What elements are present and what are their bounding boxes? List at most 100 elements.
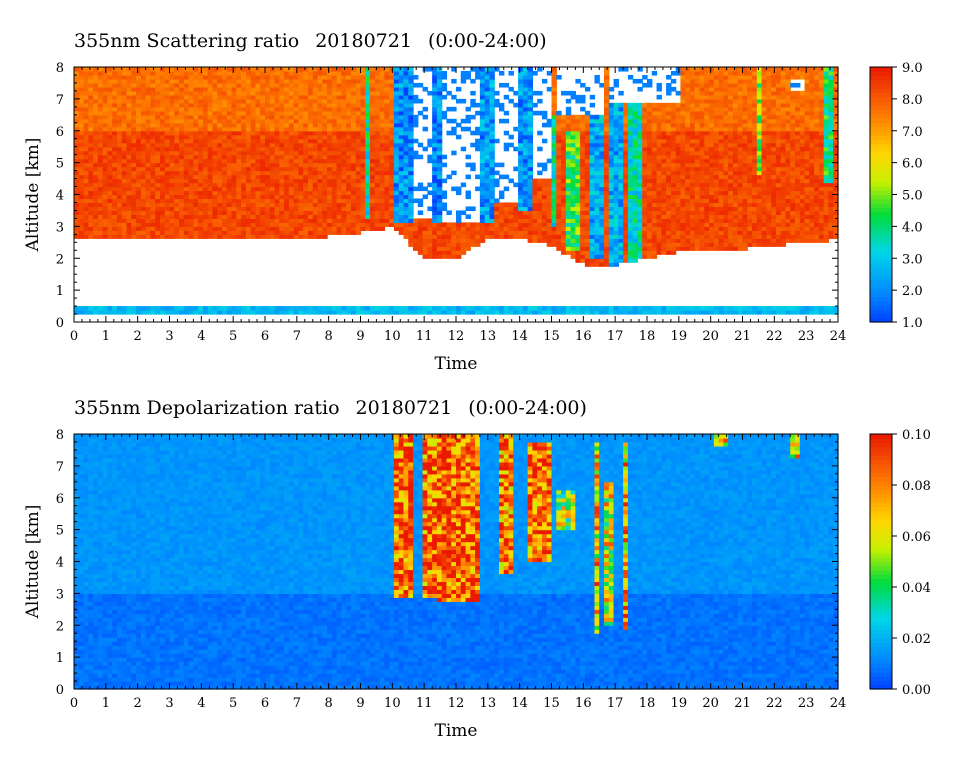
heatmap-cell — [556, 146, 562, 152]
heatmap-cell — [341, 122, 347, 128]
heatmap-cell — [656, 218, 662, 223]
heatmap-cell — [522, 138, 529, 144]
heatmap-cell — [427, 306, 433, 311]
heatmap-cell — [97, 130, 104, 136]
heatmap-cell — [637, 186, 643, 192]
heatmap-cell — [116, 110, 123, 116]
heatmap-cell — [403, 158, 409, 164]
heatmap-cell — [589, 238, 596, 243]
heatmap-cell — [565, 238, 572, 243]
heatmap-cell — [298, 206, 304, 212]
heatmap-cell — [226, 310, 233, 315]
heatmap-cell — [226, 150, 233, 156]
heatmap-cell — [584, 202, 591, 208]
heatmap-cell — [584, 254, 591, 259]
heatmap-cell — [279, 182, 285, 188]
heatmap-cell — [365, 138, 371, 144]
heatmap-cell — [389, 142, 395, 148]
heatmap-cell — [126, 134, 132, 140]
heatmap-cell — [231, 182, 237, 188]
heatmap-cell — [436, 306, 443, 311]
heatmap-cell — [661, 182, 667, 188]
heatmap-cell — [417, 186, 424, 192]
heatmap-cell — [265, 202, 271, 208]
heatmap-cell — [269, 198, 276, 204]
heatmap-cell — [222, 122, 228, 128]
heatmap-cell — [202, 158, 209, 164]
heatmap-cell — [370, 134, 376, 140]
heatmap-cell — [145, 202, 152, 208]
heatmap-cell — [436, 98, 443, 104]
heatmap-cell — [202, 178, 209, 184]
heatmap-cell — [331, 150, 338, 156]
heatmap-cell — [303, 222, 309, 227]
heatmap-cell — [651, 158, 658, 164]
heatmap-cell — [317, 102, 323, 108]
heatmap-cell — [522, 94, 529, 100]
heatmap-cell — [126, 170, 132, 176]
heatmap-cell — [126, 214, 132, 219]
heatmap-cell — [561, 310, 567, 315]
heatmap-cell — [241, 82, 247, 88]
heatmap-cell — [346, 98, 352, 104]
heatmap-cell — [575, 78, 581, 84]
heatmap-cell — [408, 194, 414, 200]
heatmap-cell — [374, 78, 381, 84]
heatmap-cell — [532, 182, 538, 188]
heatmap-cell — [651, 162, 658, 168]
heatmap-cell — [107, 94, 113, 100]
heatmap-cell — [78, 174, 85, 180]
heatmap-cell — [379, 210, 385, 216]
heatmap-cell — [78, 78, 85, 84]
heatmap-cell — [97, 174, 104, 180]
heatmap-cell — [83, 182, 89, 188]
heatmap-cell — [422, 234, 428, 239]
heatmap-cell — [604, 150, 610, 156]
heatmap-cell — [561, 190, 567, 196]
heatmap-cell — [136, 310, 142, 315]
heatmap-cell — [432, 126, 438, 132]
heatmap-cell — [107, 230, 113, 235]
heatmap-cell — [580, 194, 586, 200]
heatmap-cell — [145, 82, 152, 88]
heatmap-cell — [518, 162, 524, 168]
heatmap-cell — [293, 106, 300, 112]
heatmap-cell — [112, 82, 118, 88]
heatmap-cell — [307, 222, 314, 227]
heatmap-cell — [279, 94, 285, 100]
heatmap-cell — [408, 206, 414, 212]
heatmap-cell — [322, 182, 328, 188]
heatmap-cell — [93, 194, 99, 200]
heatmap-cell — [174, 182, 180, 188]
heatmap-cell — [322, 190, 328, 196]
heatmap-cell — [341, 98, 347, 104]
heatmap-cell — [212, 106, 218, 112]
heatmap-cell — [479, 158, 486, 164]
heatmap-cell — [155, 70, 161, 76]
heatmap-cell — [365, 126, 371, 132]
heatmap-cell — [307, 138, 314, 144]
heatmap-cell — [121, 67, 128, 72]
heatmap-cell — [613, 142, 619, 148]
heatmap-cell — [370, 310, 376, 315]
heatmap-cell — [432, 174, 438, 180]
heatmap-cell — [584, 306, 591, 311]
heatmap-cell — [570, 222, 576, 227]
heatmap-cell — [317, 114, 323, 120]
heatmap-cell — [198, 222, 204, 227]
heatmap-cell — [451, 234, 457, 239]
heatmap-cell — [331, 110, 338, 116]
heatmap-cell — [489, 146, 495, 152]
heatmap-cell — [174, 70, 180, 76]
heatmap-cell — [647, 114, 653, 120]
heatmap-cell — [599, 198, 605, 204]
heatmap-cell — [623, 67, 629, 72]
heatmap-cell — [537, 206, 543, 212]
heatmap-cell — [217, 114, 223, 120]
heatmap-cell — [393, 158, 400, 164]
heatmap-cell — [432, 150, 438, 156]
heatmap-cell — [441, 190, 448, 196]
heatmap-cell — [207, 194, 214, 200]
heatmap-cell — [260, 222, 266, 227]
heatmap-cell — [169, 306, 175, 311]
